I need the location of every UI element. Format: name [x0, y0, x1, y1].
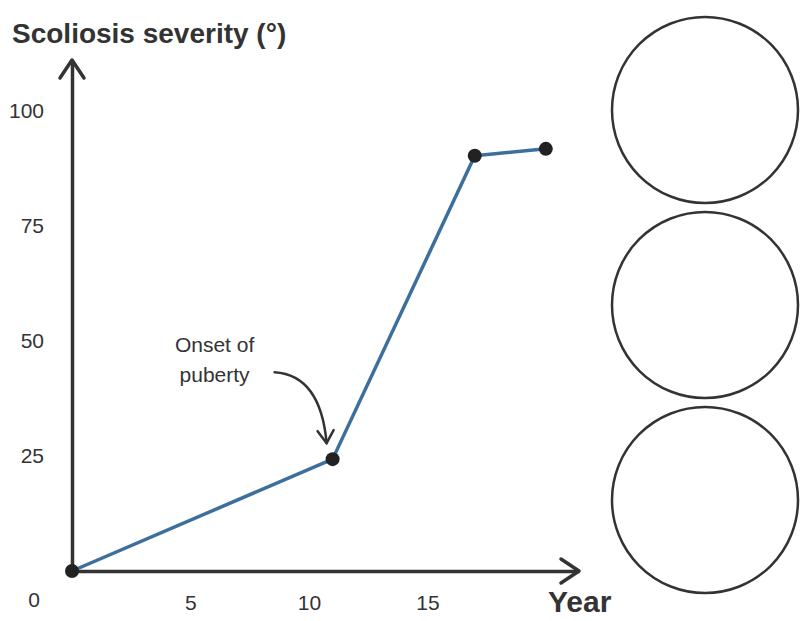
figure: [643, 210, 767, 389]
data-point: [468, 149, 482, 163]
y-tick: 100: [9, 99, 72, 122]
figure-spine: [696, 30, 713, 140]
x-axis: 5 10 15: [73, 571, 580, 614]
y-axis: 0 25 50 75 100: [9, 61, 73, 612]
x-axis-line: [73, 570, 580, 574]
y-axis-arrow: [60, 60, 84, 78]
annotation-arrowhead: [318, 430, 334, 443]
y-tick-label: 25: [21, 444, 44, 467]
y-tick-label: 50: [21, 329, 44, 352]
chart-root: 0 25 50 75 100 5 10 15 Scoliosis severity (°) Yea…: [0, 0, 800, 621]
figure-outline: [643, 405, 767, 584]
data-point: [539, 142, 553, 156]
y-tick: 25: [21, 444, 72, 467]
y-tick: 0: [28, 572, 72, 612]
figure-pelvis: [670, 130, 740, 168]
data-point: [65, 564, 79, 578]
x-tick-label: 5: [185, 591, 197, 614]
illustration: [612, 210, 798, 398]
figure: [643, 405, 767, 584]
illustration: [612, 405, 798, 593]
plot-area: [65, 142, 553, 578]
x-tick-label: 15: [416, 591, 439, 614]
figure-spine: [704, 420, 706, 530]
annotation-text: puberty: [180, 363, 251, 386]
illustration-frame: [612, 212, 798, 398]
y-axis-title: Scoliosis severity (°): [12, 18, 286, 49]
x-tick: 5: [185, 571, 197, 614]
data-point: [326, 452, 340, 466]
y-tick: 75: [21, 214, 72, 237]
x-axis-title: Year: [548, 585, 612, 618]
y-tick-label: 0: [28, 588, 40, 611]
y-axis-line: [71, 61, 75, 572]
figure: [643, 15, 767, 194]
y-tick: 50: [21, 329, 72, 352]
annotation: Onset of puberty: [175, 333, 334, 443]
figure-pelvis: [670, 520, 740, 558]
y-tick-label: 75: [21, 214, 44, 237]
figure-spine: [701, 225, 710, 335]
x-axis-arrow: [561, 559, 579, 583]
figure-outline: [643, 210, 767, 389]
annotation-text: Onset of: [175, 333, 255, 356]
figure-outline: [643, 15, 767, 194]
x-tick: 15: [416, 571, 439, 614]
x-tick: 10: [298, 571, 321, 614]
data-line: [72, 149, 546, 571]
figure-pelvis: [670, 325, 740, 363]
illustration-frame: [612, 407, 798, 593]
illustration: [612, 15, 798, 203]
illustration-frame: [612, 17, 798, 203]
x-tick-label: 10: [298, 591, 321, 614]
y-tick-label: 100: [9, 99, 44, 122]
